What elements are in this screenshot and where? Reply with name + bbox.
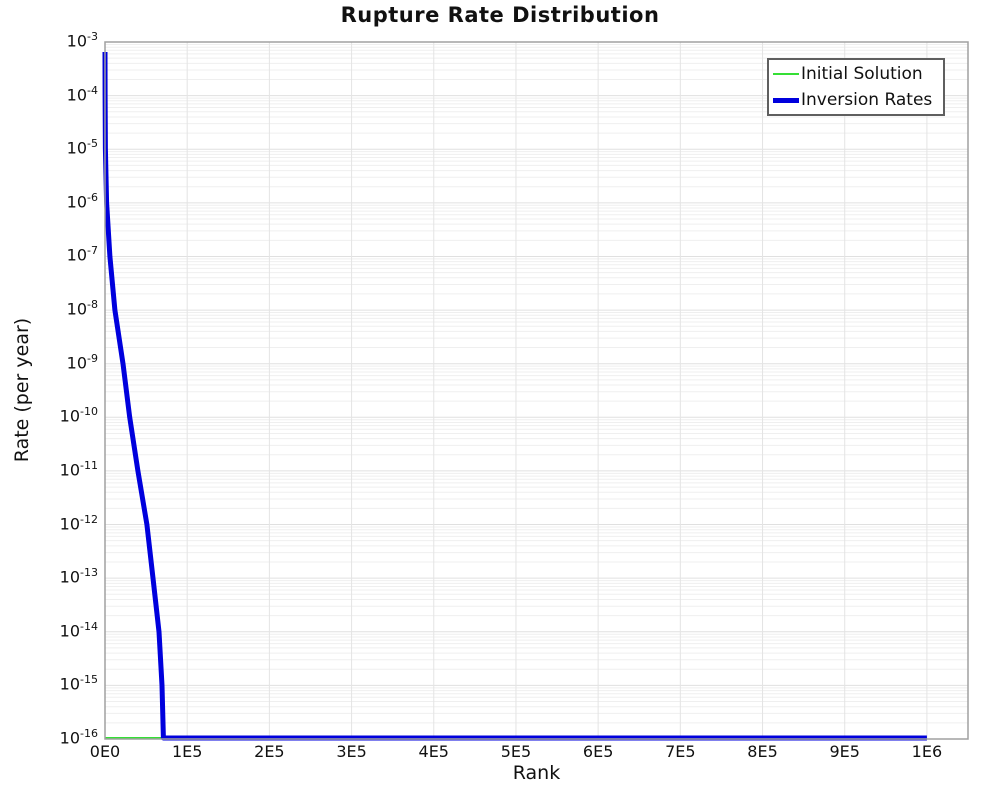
x-tick-label: 5E5 bbox=[500, 742, 532, 761]
y-tick-label: 10-3 bbox=[66, 30, 98, 51]
x-tick-label: 1E5 bbox=[171, 742, 203, 761]
legend-item-inversion-rates: Inversion Rates bbox=[769, 87, 943, 113]
y-tick-label: 10-7 bbox=[66, 244, 98, 265]
x-tick-label: 3E5 bbox=[336, 742, 367, 761]
y-tick-label: 10-14 bbox=[59, 619, 98, 641]
legend-label: Initial Solution bbox=[801, 63, 923, 84]
chart-title: Rupture Rate Distribution bbox=[340, 3, 660, 27]
inversion-rates-line-icon bbox=[773, 97, 799, 103]
x-axis-label: Rank bbox=[512, 762, 561, 784]
y-tick-label: 10-5 bbox=[66, 137, 98, 158]
x-tick-label: 6E5 bbox=[582, 742, 614, 761]
y-tick-label: 10-4 bbox=[66, 83, 98, 104]
y-tick-label: 10-16 bbox=[59, 727, 98, 748]
x-tick-label: 9E5 bbox=[829, 742, 860, 761]
y-tick-label: 10-9 bbox=[66, 351, 98, 373]
y-tick-label: 10-15 bbox=[59, 673, 98, 694]
y-tick-label: 10-10 bbox=[59, 405, 98, 426]
plot-frame bbox=[104, 41, 969, 740]
legend-label: Inversion Rates bbox=[801, 90, 933, 111]
initial-solution-line-icon bbox=[773, 72, 799, 75]
x-tick-label: 8E5 bbox=[747, 742, 778, 761]
x-tick-label: 4E5 bbox=[418, 742, 449, 761]
x-tick-label: 2E5 bbox=[254, 742, 285, 761]
x-tick-label: 1E6 bbox=[911, 742, 943, 761]
y-tick-label: 10-13 bbox=[59, 566, 98, 587]
y-tick-label: 10-8 bbox=[66, 298, 98, 319]
y-tick-label: 10-6 bbox=[66, 190, 98, 212]
legend-item-initial-solution: Initial Solution bbox=[769, 61, 943, 87]
y-tick-label: 10-11 bbox=[59, 458, 98, 480]
y-tick-label: 10-12 bbox=[59, 512, 98, 533]
x-tick-label: 7E5 bbox=[665, 742, 696, 761]
x-tick-label: 0E0 bbox=[89, 742, 121, 761]
legend: Initial Solution Inversion Rates bbox=[767, 58, 945, 116]
series-inversion-rates bbox=[102, 51, 927, 741]
